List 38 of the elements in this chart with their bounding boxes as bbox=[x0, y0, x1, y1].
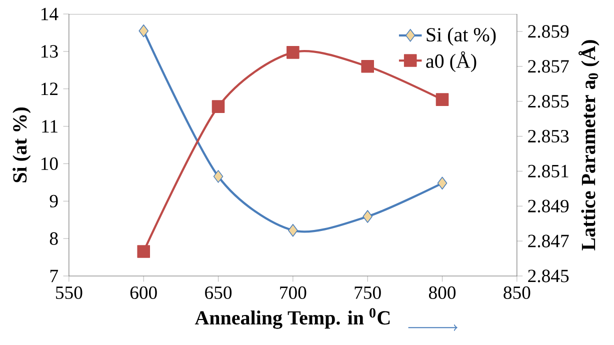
y-tick-label: 9 bbox=[50, 194, 58, 208]
x-tick-label: 700 bbox=[280, 286, 306, 299]
y-tick-label: 10 bbox=[42, 157, 58, 170]
y-tick-label: 11 bbox=[42, 120, 58, 132]
point bbox=[137, 245, 150, 258]
point bbox=[138, 24, 149, 38]
y2-tick-label: 2.849 bbox=[528, 200, 569, 212]
point bbox=[436, 93, 449, 106]
y2-tick-label: 2.857 bbox=[528, 60, 569, 73]
y-tick-label: 7 bbox=[50, 270, 58, 282]
point bbox=[288, 224, 298, 237]
y2-tick-label: 2.853 bbox=[528, 130, 569, 143]
y-axis-title: Si (at %) bbox=[12, 108, 31, 182]
y2-tick-label: 2.851 bbox=[528, 164, 568, 178]
point bbox=[212, 100, 225, 113]
y2-tick-label: 2.847 bbox=[528, 234, 569, 248]
y2-tick-label: 2.855 bbox=[528, 94, 569, 108]
point bbox=[437, 176, 448, 190]
y-tick-label: 14 bbox=[42, 8, 58, 20]
legend-label: a0 (Å) bbox=[426, 51, 476, 72]
x-axis-title: Annealing Temp. in $^{0}$C bbox=[194, 308, 390, 329]
point bbox=[213, 170, 224, 183]
x-tick-label: 800 bbox=[428, 286, 456, 299]
y-tick-label: 13 bbox=[42, 45, 58, 58]
x-tick-label: 600 bbox=[130, 286, 157, 299]
x-tick-label: 550 bbox=[56, 286, 82, 299]
point bbox=[361, 60, 374, 73]
y2-tick-label: 2.845 bbox=[528, 270, 569, 282]
x-tick-label: 650 bbox=[205, 286, 232, 299]
point bbox=[362, 210, 372, 223]
y-tick-label: 12 bbox=[42, 82, 58, 96]
y2-tick-label: 2.859 bbox=[528, 25, 569, 38]
y-tick-label: 8 bbox=[50, 232, 58, 245]
x-tick-label: 750 bbox=[354, 286, 381, 299]
y2-axis-title: Lattice Parameter a$_{0}$ (Å) bbox=[578, 40, 600, 250]
legend-label: Si (at %) bbox=[426, 27, 496, 46]
point bbox=[286, 46, 300, 59]
x-tick-label: 850 bbox=[504, 286, 530, 299]
